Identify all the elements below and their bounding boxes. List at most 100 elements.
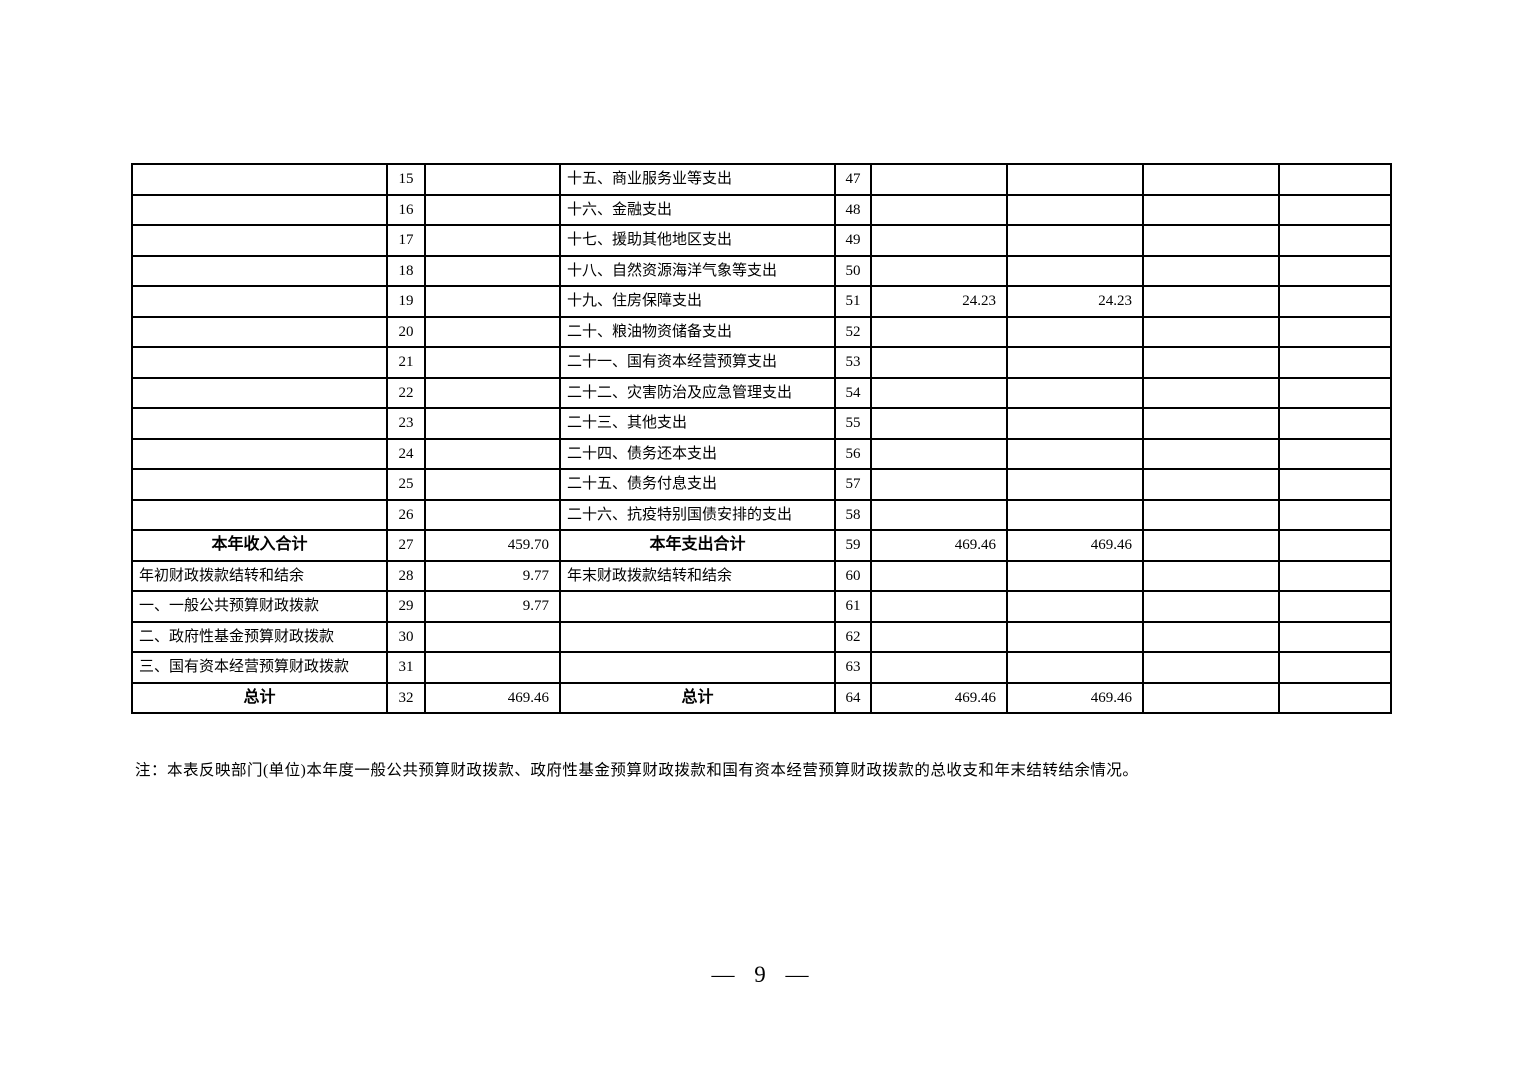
amount-col2-value [1006, 559, 1144, 592]
left-item-label: 二、政府性基金预算财政拨款 [131, 620, 388, 653]
amount-col3-value [1142, 437, 1280, 470]
table-row: 21 二十一、国有资本经营预算支出 53 [131, 346, 1392, 379]
table-row: 23 二十三、其他支出 55 [131, 407, 1392, 440]
amount-col4-value [1278, 498, 1392, 531]
right-line-number: 58 [834, 498, 872, 531]
left-amount-value [424, 376, 561, 409]
amount-col2-value [1006, 468, 1144, 501]
right-item-label: 本年支出合计 [559, 529, 836, 562]
left-line-number: 30 [386, 620, 426, 653]
left-line-number: 17 [386, 224, 426, 257]
amount-col2-value [1006, 315, 1144, 348]
left-amount-value: 459.70 [424, 529, 561, 562]
amount-col4-value [1278, 681, 1392, 714]
left-line-number: 32 [386, 681, 426, 714]
left-line-number: 15 [386, 163, 426, 196]
amount-col4-value [1278, 254, 1392, 287]
amount-col2-value [1006, 193, 1144, 226]
table-row: 18 十八、自然资源海洋气象等支出 50 [131, 254, 1392, 287]
right-line-number: 55 [834, 407, 872, 440]
left-item-label [131, 437, 388, 470]
left-item-label [131, 407, 388, 440]
amount-col3-value [1142, 559, 1280, 592]
table-row: 总计 32 469.46 总计 64 469.46 469.46 [131, 681, 1392, 714]
amount-col4-value [1278, 651, 1392, 684]
table-row: 本年收入合计 27 459.70 本年支出合计 59 469.46 469.46 [131, 529, 1392, 562]
right-line-number: 49 [834, 224, 872, 257]
amount-col1-value [870, 376, 1008, 409]
left-line-number: 19 [386, 285, 426, 318]
left-item-label: 总计 [131, 681, 388, 714]
right-line-number: 57 [834, 468, 872, 501]
left-item-label: 三、国有资本经营预算财政拨款 [131, 651, 388, 684]
right-line-number: 50 [834, 254, 872, 287]
table-footnote: 注：本表反映部门(单位)本年度一般公共预算财政拨款、政府性基金预算财政拨款和国有… [135, 762, 1139, 779]
right-item-label: 十七、援助其他地区支出 [559, 224, 836, 257]
amount-col1-value [870, 559, 1008, 592]
budget-table-body: 15 十五、商业服务业等支出 47 16 十六、金融支出 48 17 十七、援助其他地区支出 4… [131, 163, 1392, 714]
table-row: 19 十九、住房保障支出 51 24.23 24.23 [131, 285, 1392, 318]
amount-col3-value [1142, 315, 1280, 348]
table-row: 16 十六、金融支出 48 [131, 193, 1392, 226]
fiscal-appropriation-summary-table: 15 十五、商业服务业等支出 47 16 十六、金融支出 48 17 十七、援助其他地区支出 4… [131, 163, 1392, 714]
amount-col4-value [1278, 346, 1392, 379]
amount-col3-value [1142, 163, 1280, 196]
left-amount-value [424, 620, 561, 653]
left-amount-value [424, 468, 561, 501]
left-amount-value: 9.77 [424, 590, 561, 623]
amount-col2-value [1006, 620, 1144, 653]
right-line-number: 52 [834, 315, 872, 348]
amount-col4-value [1278, 163, 1392, 196]
right-item-label: 总计 [559, 681, 836, 714]
amount-col2-value [1006, 224, 1144, 257]
left-amount-value: 9.77 [424, 559, 561, 592]
amount-col2-value [1006, 163, 1144, 196]
right-item-label: 十六、金融支出 [559, 193, 836, 226]
amount-col4-value [1278, 468, 1392, 501]
amount-col4-value [1278, 590, 1392, 623]
amount-col4-value [1278, 285, 1392, 318]
amount-col2-value [1006, 437, 1144, 470]
left-item-label [131, 193, 388, 226]
amount-col3-value [1142, 468, 1280, 501]
amount-col1-value [870, 407, 1008, 440]
left-item-label [131, 498, 388, 531]
left-line-number: 18 [386, 254, 426, 287]
left-amount-value: 469.46 [424, 681, 561, 714]
amount-col4-value [1278, 315, 1392, 348]
right-line-number: 48 [834, 193, 872, 226]
right-item-label [559, 590, 836, 623]
left-item-label [131, 254, 388, 287]
left-line-number: 29 [386, 590, 426, 623]
left-amount-value [424, 498, 561, 531]
left-amount-value [424, 285, 561, 318]
right-item-label: 二十二、灾害防治及应急管理支出 [559, 376, 836, 409]
page-number: — 9 — [711, 962, 809, 987]
right-item-label: 二十一、国有资本经营预算支出 [559, 346, 836, 379]
amount-col1-value [870, 620, 1008, 653]
amount-col1-value: 24.23 [870, 285, 1008, 318]
right-line-number: 60 [834, 559, 872, 592]
right-item-label: 年末财政拨款结转和结余 [559, 559, 836, 592]
amount-col3-value [1142, 529, 1280, 562]
right-line-number: 62 [834, 620, 872, 653]
amount-col1-value [870, 315, 1008, 348]
left-line-number: 20 [386, 315, 426, 348]
right-item-label: 二十、粮油物资储备支出 [559, 315, 836, 348]
amount-col2-value: 469.46 [1006, 529, 1144, 562]
amount-col3-value [1142, 620, 1280, 653]
table-row: 一、一般公共预算财政拨款 29 9.77 61 [131, 590, 1392, 623]
right-item-label [559, 651, 836, 684]
amount-col1-value: 469.46 [870, 529, 1008, 562]
left-amount-value [424, 254, 561, 287]
left-line-number: 23 [386, 407, 426, 440]
table-row: 26 二十六、抗疫特别国债安排的支出 58 [131, 498, 1392, 531]
table-row: 二、政府性基金预算财政拨款 30 62 [131, 620, 1392, 653]
left-item-label [131, 224, 388, 257]
table-row: 24 二十四、债务还本支出 56 [131, 437, 1392, 470]
amount-col3-value [1142, 681, 1280, 714]
amount-col2-value [1006, 376, 1144, 409]
amount-col1-value [870, 437, 1008, 470]
left-item-label: 年初财政拨款结转和结余 [131, 559, 388, 592]
